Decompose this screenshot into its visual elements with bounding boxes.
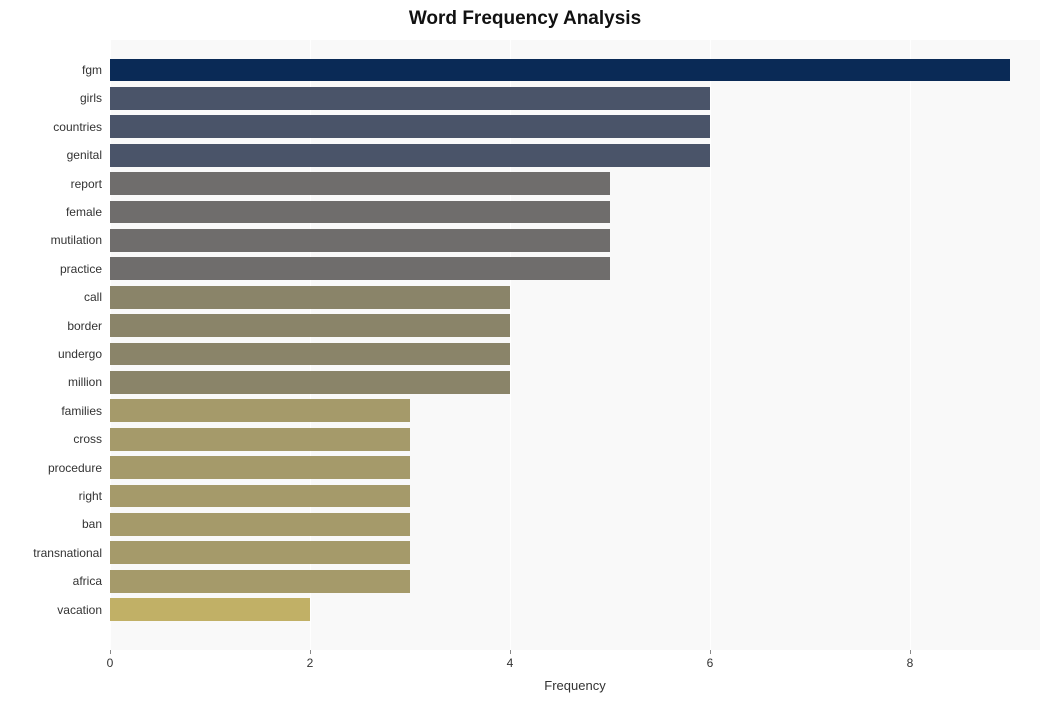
bar	[110, 570, 410, 593]
y-tick-label: procedure	[48, 461, 110, 475]
bar-row	[110, 201, 1040, 224]
x-tick-label: 0	[107, 650, 114, 670]
bar	[110, 598, 310, 621]
y-tick-label: vacation	[57, 603, 110, 617]
y-tick-label: practice	[60, 262, 110, 276]
y-tick-label: genital	[67, 148, 110, 162]
bar-row	[110, 257, 1040, 280]
bar	[110, 144, 710, 167]
x-tick-label: 4	[507, 650, 514, 670]
y-tick-label: million	[68, 375, 110, 389]
bar-row	[110, 87, 1040, 110]
y-tick-label: fgm	[82, 63, 110, 77]
bar-row	[110, 513, 1040, 536]
x-tick-label: 2	[307, 650, 314, 670]
bar	[110, 541, 410, 564]
y-tick-label: mutilation	[51, 233, 110, 247]
bar-row	[110, 115, 1040, 138]
y-tick-label: cross	[73, 432, 110, 446]
bar-row	[110, 343, 1040, 366]
y-tick-label: transnational	[33, 546, 110, 560]
bar-row	[110, 371, 1040, 394]
y-tick-label: call	[84, 290, 110, 304]
x-tick-label: 8	[907, 650, 914, 670]
bar-row	[110, 428, 1040, 451]
y-tick-label: border	[67, 319, 110, 333]
bar	[110, 343, 510, 366]
bar-row	[110, 598, 1040, 621]
bar-row	[110, 314, 1040, 337]
word-frequency-chart: Word Frequency Analysis Frequency 02468f…	[0, 0, 1050, 701]
bar	[110, 371, 510, 394]
bar-row	[110, 570, 1040, 593]
bar	[110, 201, 610, 224]
x-axis-label: Frequency	[544, 650, 605, 693]
bar-row	[110, 456, 1040, 479]
y-tick-label: africa	[73, 574, 110, 588]
bar-row	[110, 172, 1040, 195]
chart-plot-area: Frequency 02468fgmgirlscountriesgenitalr…	[110, 40, 1040, 650]
bar	[110, 115, 710, 138]
chart-title: Word Frequency Analysis	[0, 8, 1050, 30]
bar	[110, 59, 1010, 82]
y-tick-label: undergo	[58, 347, 110, 361]
bar	[110, 172, 610, 195]
y-tick-label: ban	[82, 517, 110, 531]
bar	[110, 286, 510, 309]
bar	[110, 87, 710, 110]
bar-row	[110, 541, 1040, 564]
bar	[110, 485, 410, 508]
bar-row	[110, 59, 1040, 82]
y-tick-label: families	[61, 404, 110, 418]
y-tick-label: countries	[53, 120, 110, 134]
bar	[110, 428, 410, 451]
bar	[110, 229, 610, 252]
y-tick-label: right	[79, 489, 110, 503]
y-tick-label: girls	[80, 91, 110, 105]
bar	[110, 456, 410, 479]
bar	[110, 399, 410, 422]
x-tick-label: 6	[707, 650, 714, 670]
bar	[110, 513, 410, 536]
bar	[110, 314, 510, 337]
bar-row	[110, 485, 1040, 508]
bar-row	[110, 144, 1040, 167]
bar-row	[110, 229, 1040, 252]
bar	[110, 257, 610, 280]
y-tick-label: female	[66, 205, 110, 219]
bar-row	[110, 286, 1040, 309]
y-tick-label: report	[71, 177, 110, 191]
bar-row	[110, 399, 1040, 422]
